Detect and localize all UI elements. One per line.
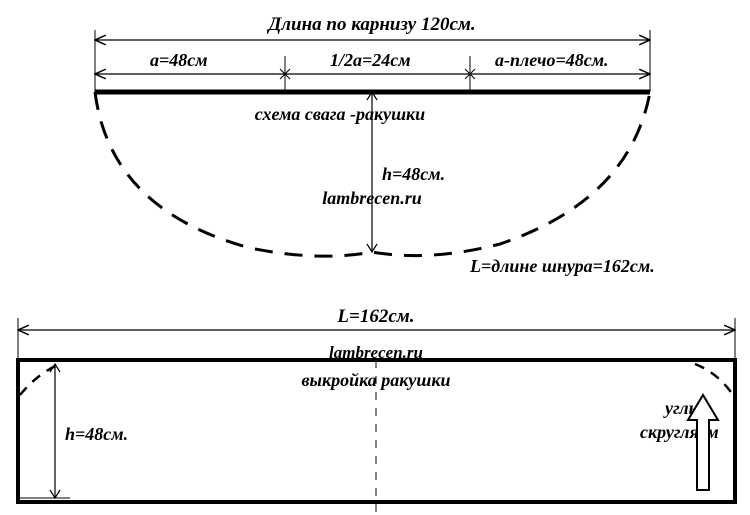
corner-arc-right [695, 364, 733, 395]
seg-half-a: 1/2а=24см [330, 50, 411, 70]
cord-label: L=длине шнура=162см. [469, 256, 655, 276]
bottom-h-label: h=48см. [65, 424, 128, 444]
seg-a-right: а-плечо=48см. [495, 50, 609, 70]
bottom-h-dimension [20, 364, 70, 498]
top-site: lambrecen.ru [322, 188, 422, 208]
top-title: Длина по карнизу 120см. [266, 14, 475, 35]
bottom-L-label: L=162см. [336, 306, 414, 327]
seg-a-left: а=48см [150, 50, 208, 70]
corner-arc-left [20, 364, 60, 395]
top-h-label: h=48см. [382, 164, 445, 184]
scheme-label: схема свага -ракушки [255, 104, 425, 124]
